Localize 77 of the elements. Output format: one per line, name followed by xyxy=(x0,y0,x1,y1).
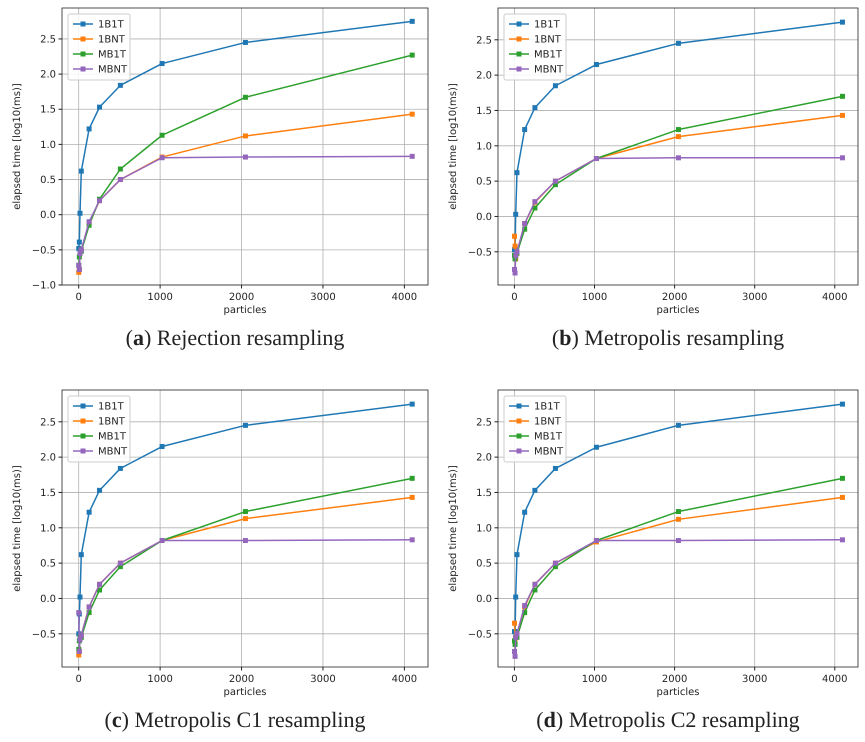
x-tick-label: 0 xyxy=(76,292,82,303)
text: (b) Metropolis resampling xyxy=(552,325,784,350)
legend-label: MBNT xyxy=(98,446,128,458)
y-axis-title: elapsed time [log10(ms)] xyxy=(448,465,459,592)
legend-label: 1BNT xyxy=(98,34,126,46)
x-tick-label: 4000 xyxy=(822,292,848,303)
y-tick-label: 2.5 xyxy=(476,417,492,428)
x-tick-label: 3000 xyxy=(310,674,336,685)
legend-label: 1B1T xyxy=(534,20,561,30)
legend-label: 1BNT xyxy=(98,416,126,428)
x-axis-title: particles xyxy=(656,687,700,698)
x-tick-label: 2000 xyxy=(662,674,688,685)
x-tick-label: 0 xyxy=(511,674,518,685)
y-tick-label: 2.0 xyxy=(40,452,56,464)
y-tick-label: 1.0 xyxy=(40,140,56,151)
x-tick-label: 3000 xyxy=(310,292,336,303)
y-tick-label: −0.5 xyxy=(32,629,56,640)
y-tick-label: 0.5 xyxy=(476,558,492,570)
x-tick-label: 1000 xyxy=(582,674,608,685)
text: (d) Metropolis C2 resampling xyxy=(536,707,800,732)
x-tick-label: 4000 xyxy=(392,292,418,303)
x-tick-label: 3000 xyxy=(742,292,768,303)
x-tick-label: 2000 xyxy=(662,292,688,303)
y-tick-label: 1.5 xyxy=(476,106,492,117)
legend-label: MB1T xyxy=(98,50,127,60)
y-tick-label: 0.0 xyxy=(40,594,56,605)
y-tick-label: 0.0 xyxy=(476,212,492,223)
y-tick-label: 2.5 xyxy=(40,34,56,46)
y-tick-label: 1.0 xyxy=(476,141,492,152)
y-tick-label: 2.0 xyxy=(476,452,492,464)
x-tick-label: 1000 xyxy=(147,674,173,685)
y-tick-label: −0.5 xyxy=(468,629,492,640)
y-tick-label: 2.5 xyxy=(476,35,492,46)
y-tick-label: 0.5 xyxy=(40,558,56,570)
x-tick-label: 4000 xyxy=(392,674,418,685)
legend-label: MB1T xyxy=(534,432,563,442)
y-axis-title: elapsed time [log10(ms)] xyxy=(448,83,459,210)
legend-label: MB1T xyxy=(534,50,563,60)
y-tick-label: 2.0 xyxy=(476,70,492,82)
x-tick-label: 0 xyxy=(76,674,82,685)
y-tick-label: 0.0 xyxy=(476,594,492,605)
legend-label: 1BNT xyxy=(534,416,562,428)
y-tick-label: 1.5 xyxy=(476,488,492,499)
x-tick-label: 0 xyxy=(511,292,518,303)
legend-label: MBNT xyxy=(534,446,564,458)
legend-label: 1B1T xyxy=(98,20,125,30)
y-tick-label: 2.0 xyxy=(40,70,56,81)
x-axis-title: particles xyxy=(656,305,700,316)
x-tick-label: 2000 xyxy=(228,674,254,685)
y-tick-label: 1.5 xyxy=(40,488,56,499)
legend-label: 1B1T xyxy=(534,402,561,412)
y-tick-label: 0.0 xyxy=(40,210,56,222)
y-tick-label: 1.0 xyxy=(476,523,492,534)
legend-label: MB1T xyxy=(98,432,127,442)
text: (c) Metropolis C1 resampling xyxy=(104,707,366,732)
text: (a) Rejection resampling xyxy=(126,325,344,350)
x-tick-label: 3000 xyxy=(742,674,768,685)
y-tick-label: −0.5 xyxy=(468,247,492,258)
y-tick-label: −0.5 xyxy=(32,245,56,256)
x-axis-title: particles xyxy=(224,305,266,316)
x-tick-label: 4000 xyxy=(822,674,848,685)
y-axis-title: elapsed time [log10(ms)] xyxy=(12,83,23,210)
y-tick-label: 0.5 xyxy=(476,176,492,188)
y-tick-label: 2.5 xyxy=(40,417,56,428)
y-tick-label: 1.5 xyxy=(40,104,56,116)
legend-label: 1B1T xyxy=(98,402,125,412)
y-tick-label: 0.5 xyxy=(40,175,56,186)
legend-label: MBNT xyxy=(534,64,564,76)
x-tick-label: 1000 xyxy=(582,292,608,303)
x-tick-label: 1000 xyxy=(147,292,173,303)
y-tick-label: −1.0 xyxy=(32,280,56,292)
legend-label: MBNT xyxy=(98,64,128,76)
x-axis-title: particles xyxy=(224,687,266,698)
legend-label: 1BNT xyxy=(534,34,562,46)
y-axis-title: elapsed time [log10(ms)] xyxy=(12,465,23,592)
x-tick-label: 2000 xyxy=(228,292,254,303)
y-tick-label: 1.0 xyxy=(40,523,56,534)
